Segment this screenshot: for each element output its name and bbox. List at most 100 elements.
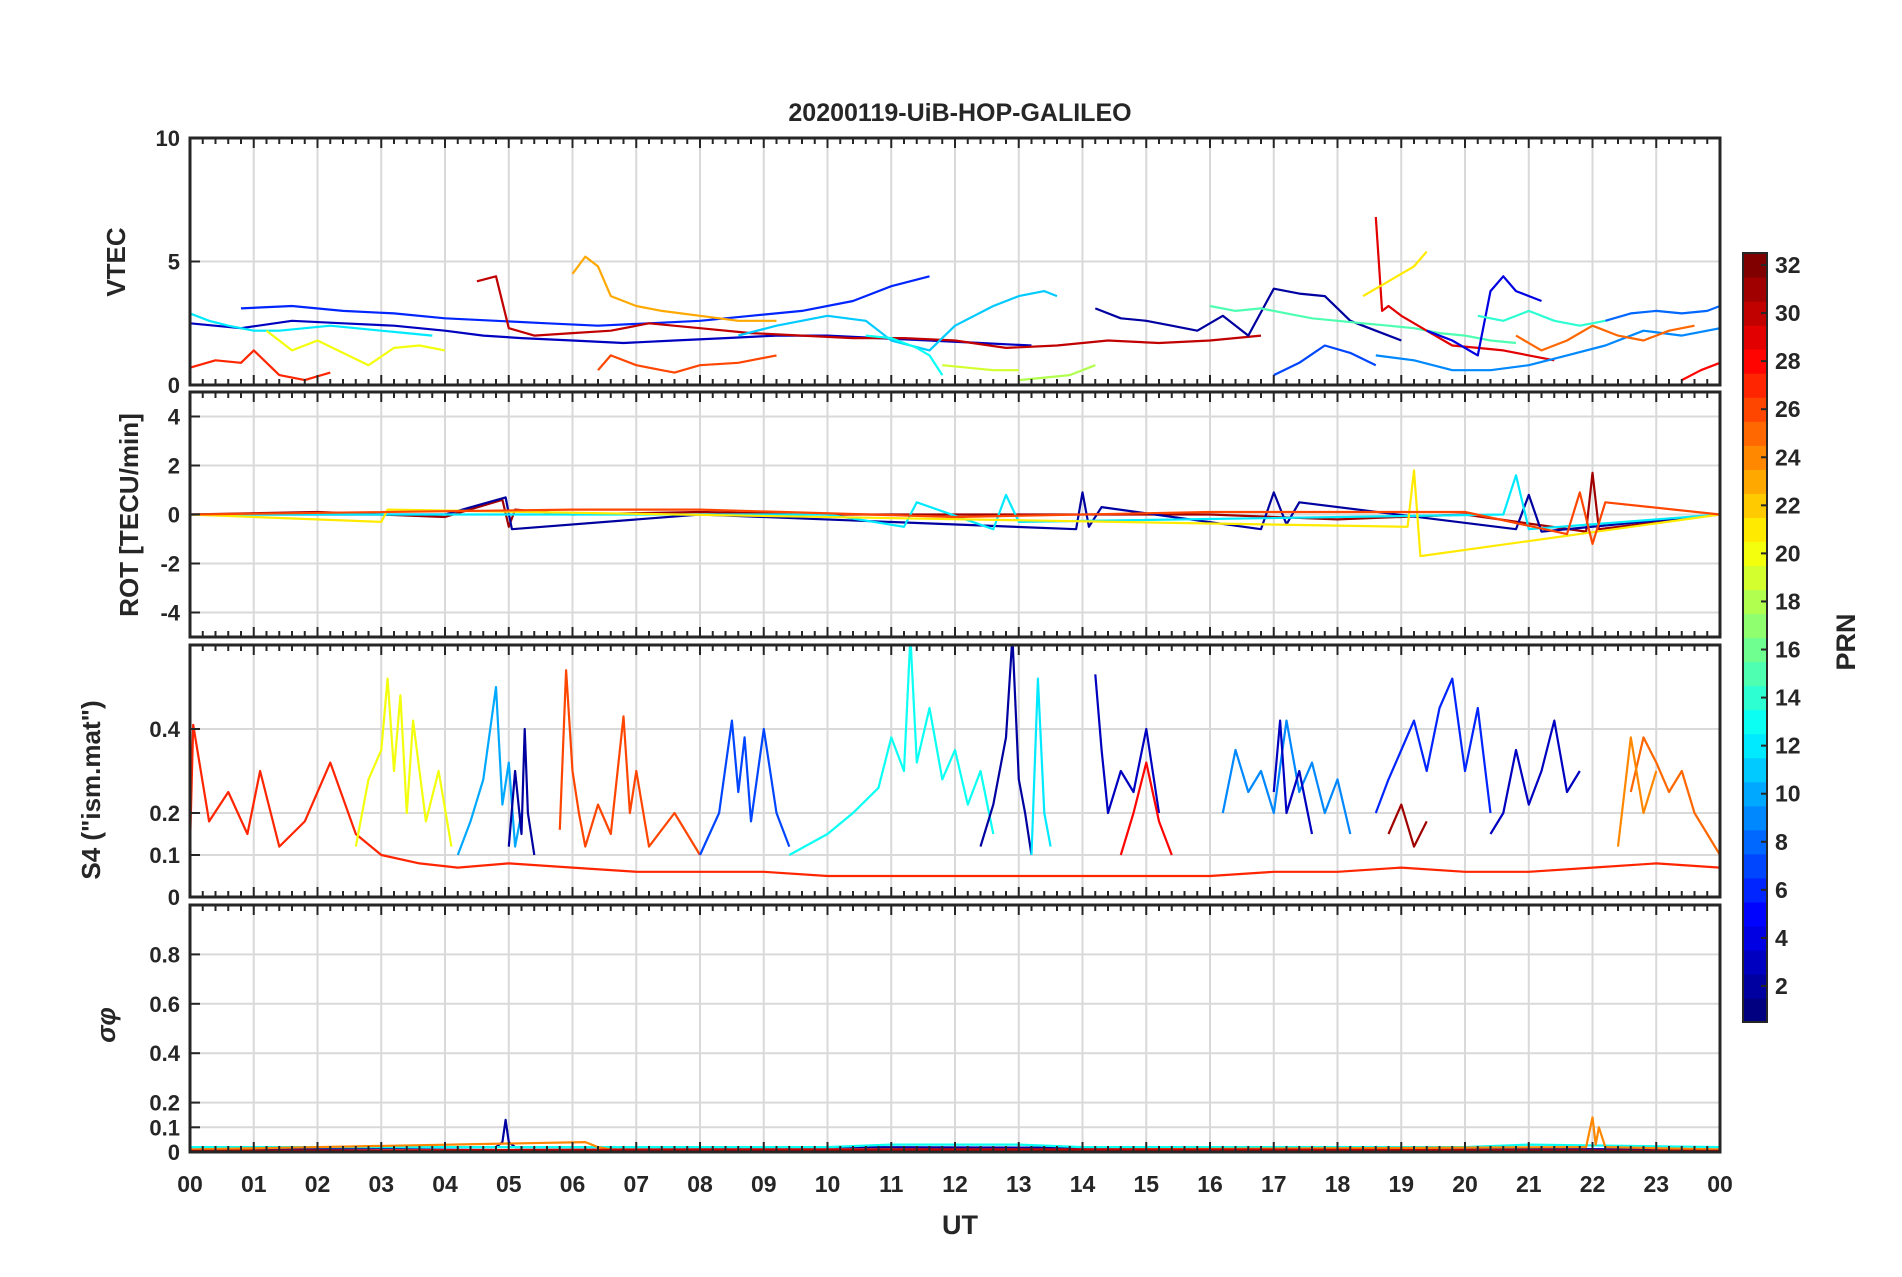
x-tick-label: 12	[942, 1171, 968, 1197]
x-tick-label: 06	[560, 1171, 586, 1197]
colorbar-tick-label: 14	[1775, 685, 1801, 711]
series-line-prn-2	[507, 727, 536, 856]
plot-frame	[188, 643, 1722, 899]
colorbar-segment-3	[1743, 949, 1767, 975]
y-tick-label: 0.2	[149, 801, 180, 826]
series-line-prn-26	[597, 354, 777, 374]
series-line-prn-8	[1604, 304, 1720, 322]
colorbar-segment-7	[1743, 853, 1767, 879]
x-tick-label: 04	[432, 1171, 458, 1197]
colorbar-segment-17	[1743, 613, 1767, 639]
x-tick-label: 16	[1197, 1171, 1223, 1197]
series-line-prn-13	[788, 645, 995, 856]
colorbar-segment-23	[1743, 469, 1767, 494]
colorbar-tick-label: 32	[1775, 252, 1801, 278]
y-tick-label: 5	[168, 250, 180, 275]
colorbar-label: PRN	[1831, 613, 1861, 670]
series-line-prn-27	[190, 723, 1720, 878]
series-line-prn-13	[865, 334, 944, 376]
colorbar-segment-5	[1743, 901, 1767, 927]
x-axis-label: UT	[942, 1210, 978, 1240]
colorbar-segment-11	[1743, 757, 1767, 783]
y-tick-label: 0.1	[149, 843, 180, 868]
series-line-prn-2	[979, 645, 1033, 856]
y-axis-label: σφ	[91, 1007, 121, 1043]
y-tick-label: -2	[160, 552, 180, 577]
colorbar-segment-21	[1743, 517, 1767, 542]
y-tick-label: 0	[168, 1140, 180, 1165]
series-line-prn-7	[1273, 344, 1377, 377]
series-line-prn-20	[265, 329, 446, 367]
series-line-prn-24	[190, 1116, 1720, 1151]
y-tick-label: 0	[168, 373, 180, 398]
series-line-prn-6	[1374, 677, 1492, 814]
colorbar-tick-label: 10	[1775, 781, 1801, 807]
x-tick-labels: 00 01 02 03 04 05 06 07 08 09 10 11 12 13 14 15 16 17 18 19…	[177, 1171, 1733, 1197]
colorbar-segment-1	[1743, 997, 1767, 1023]
colorbar-segment-31	[1743, 277, 1767, 302]
x-tick-label: 14	[1070, 1171, 1096, 1197]
y-tick-label: 0.4	[149, 717, 180, 742]
x-tick-label: 00	[177, 1171, 203, 1197]
x-tick-label: 02	[305, 1171, 331, 1197]
colorbar-tick-label: 18	[1775, 588, 1801, 614]
x-tick-label: 20	[1452, 1171, 1478, 1197]
x-tick-label: 03	[368, 1171, 394, 1197]
x-tick-label: 19	[1388, 1171, 1414, 1197]
y-tick-label: 0	[168, 885, 180, 910]
colorbar-segment-29	[1743, 325, 1767, 350]
series-line-prn-3	[1094, 674, 1161, 815]
colorbar-tick-label: 22	[1775, 492, 1801, 518]
colorbar-segment-27	[1743, 373, 1767, 398]
y-tick-label: 0.1	[149, 1115, 180, 1140]
series-line-prn-18	[1018, 364, 1096, 382]
x-tick-label: 18	[1325, 1171, 1351, 1197]
colorbar-frame	[1742, 252, 1768, 1023]
panel-vtec: 0 5 10 VTEC	[101, 126, 1722, 398]
x-tick-label: 17	[1261, 1171, 1287, 1197]
colorbar-segment-25	[1743, 421, 1767, 446]
x-tick-label: 05	[496, 1171, 522, 1197]
panel-s4: 0 0.1 0.2 0.4 S4 ("ism.mat")	[76, 643, 1722, 910]
plot-frame	[188, 903, 1722, 1154]
y-axis-label: VTEC	[101, 227, 131, 297]
series-line-prn-29	[1374, 216, 1555, 362]
colorbar-segment-19	[1743, 565, 1767, 591]
series-line-prn-25	[1515, 324, 1695, 352]
series-line-prn-28	[1681, 361, 1720, 382]
panel-sigma-phi: 00.10.2 0.4 0.6 0.8 σφ	[91, 903, 1722, 1165]
colorbar-tick-label: 24	[1775, 444, 1801, 470]
series-line-prn-2	[190, 491, 1720, 533]
series-line-prn-11	[738, 290, 1058, 352]
colorbar-tick-label: 20	[1775, 540, 1801, 566]
y-tick-label: 0.6	[149, 992, 180, 1017]
series-line-prn-23	[571, 255, 777, 322]
colorbar-segment-15	[1743, 661, 1767, 687]
series-line-prn-14	[1477, 309, 1606, 327]
series-line-prn-10	[456, 685, 523, 856]
colorbar-tick-label: 8	[1775, 829, 1788, 855]
series-line-prn-26	[190, 491, 1720, 546]
series-line-prn-12	[190, 474, 1720, 531]
x-tick-label: 21	[1516, 1171, 1542, 1197]
y-axis-label: ROT [TECU/min]	[114, 413, 144, 617]
colorbar-tick-label: 6	[1775, 877, 1788, 903]
colorbar-tick-label: 28	[1775, 348, 1801, 374]
series-group	[190, 469, 1720, 558]
x-tick-label: 10	[815, 1171, 841, 1197]
x-tick-label: 00	[1707, 1171, 1733, 1197]
x-tick-label: 22	[1580, 1171, 1606, 1197]
series-line-prn-9	[1221, 719, 1352, 835]
series-line-prn-4	[1426, 275, 1542, 357]
series-line-prn-21	[190, 469, 1720, 558]
series-line-prn-21	[1362, 250, 1428, 298]
series-group	[190, 216, 1720, 382]
series-line-prn-3	[1489, 719, 1581, 835]
x-tick-label: 07	[623, 1171, 649, 1197]
x-tick-label: 01	[241, 1171, 267, 1197]
y-axis-label: S4 ("ism.mat")	[76, 700, 106, 879]
y-tick-label: 0.8	[149, 942, 180, 967]
series-line-prn-25	[1629, 736, 1720, 856]
